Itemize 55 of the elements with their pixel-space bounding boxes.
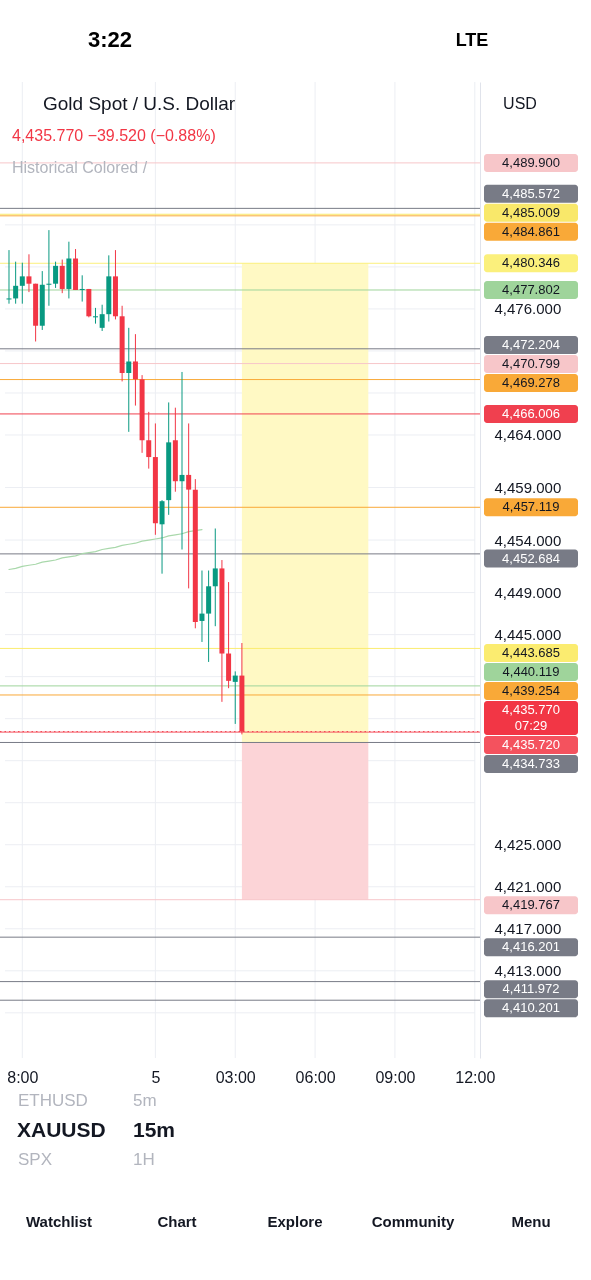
annotation: Historical Colored / bbox=[12, 159, 148, 176]
ref-line-label: 4,484.861 bbox=[502, 223, 560, 239]
ref-line-label: 4,440.119 bbox=[502, 664, 560, 680]
y-tick-label: 4,449.000 bbox=[494, 584, 562, 602]
y-tick-label: 4,459.000 bbox=[494, 479, 562, 497]
x-tick-label: 03:00 bbox=[215, 1068, 256, 1086]
x-tick-label: 8:00 bbox=[7, 1068, 39, 1086]
text: 15m bbox=[133, 1118, 176, 1141]
ref-line-label: 4,457.119 bbox=[502, 499, 560, 515]
text: Chart bbox=[157, 1213, 197, 1230]
ref-line-label: 4,411.972 bbox=[502, 981, 560, 997]
text: LTE bbox=[455, 30, 489, 50]
y-tick-label: 4,464.000 bbox=[494, 426, 562, 444]
ref-line-label: 4,410.201 bbox=[502, 1000, 560, 1016]
ref-line-label: 4,472.204 bbox=[502, 336, 560, 352]
y-tick-label: 4,421.000 bbox=[494, 878, 562, 896]
ref-line-label: 4,439.254 bbox=[502, 683, 560, 699]
text: SPX bbox=[18, 1150, 53, 1169]
ref-line-label: 4,489.900 bbox=[502, 154, 560, 170]
text: Watchlist bbox=[25, 1213, 93, 1230]
ref-line-label: 4,435.720 bbox=[502, 737, 560, 753]
text: 5m bbox=[133, 1091, 157, 1110]
ref-line-label: 4,485.009 bbox=[502, 204, 560, 220]
text: ETHUSD bbox=[18, 1091, 88, 1110]
ref-line-label: 4,419.767 bbox=[502, 897, 560, 913]
ref-line-label: 4,466.006 bbox=[502, 405, 560, 421]
ref-line-label: 4,485.572 bbox=[502, 185, 560, 201]
y-tick-label: 4,413.000 bbox=[494, 962, 562, 980]
ref-line-label: 4,477.802 bbox=[502, 282, 560, 297]
text: Gold Spot / U.S. Dollar bbox=[43, 93, 236, 114]
text: 3:22 bbox=[87, 27, 133, 52]
y-tick-label: 4,445.000 bbox=[494, 626, 562, 644]
text: 4,435.770 −39.520 (−0.88%) bbox=[12, 127, 216, 144]
ref-line-label: 4,416.201 bbox=[502, 939, 560, 955]
y-tick-label: 4,425.000 bbox=[494, 836, 562, 854]
x-tick-label: 12:00 bbox=[455, 1068, 496, 1086]
x-tick-label: 06:00 bbox=[295, 1068, 336, 1086]
y-tick-label: 4,476.000 bbox=[494, 300, 562, 318]
text: Menu bbox=[511, 1213, 551, 1230]
ref-line-label: 4,469.278 bbox=[502, 374, 560, 390]
text: Community bbox=[371, 1213, 455, 1230]
ref-line-label: 4,435.770 07:29 bbox=[502, 702, 560, 734]
text: 1H bbox=[133, 1150, 155, 1169]
y-tick-label: 4,417.000 bbox=[494, 920, 562, 938]
text: XAUUSD bbox=[17, 1118, 106, 1141]
ref-line-label: 4,480.346 bbox=[502, 255, 560, 271]
ref-line-label: 4,470.799 bbox=[502, 355, 560, 371]
ref-line-label: 4,443.685 bbox=[502, 645, 560, 661]
text: USD bbox=[503, 95, 537, 112]
ref-line-label: 4,434.733 bbox=[502, 756, 560, 772]
y-tick-label: 4,454.000 bbox=[494, 531, 562, 549]
ref-line-label: 4,452.684 bbox=[502, 550, 560, 566]
x-tick-label: 09:00 bbox=[375, 1068, 416, 1086]
x-tick-label: 5 bbox=[151, 1068, 161, 1086]
text: Explore bbox=[267, 1213, 323, 1230]
